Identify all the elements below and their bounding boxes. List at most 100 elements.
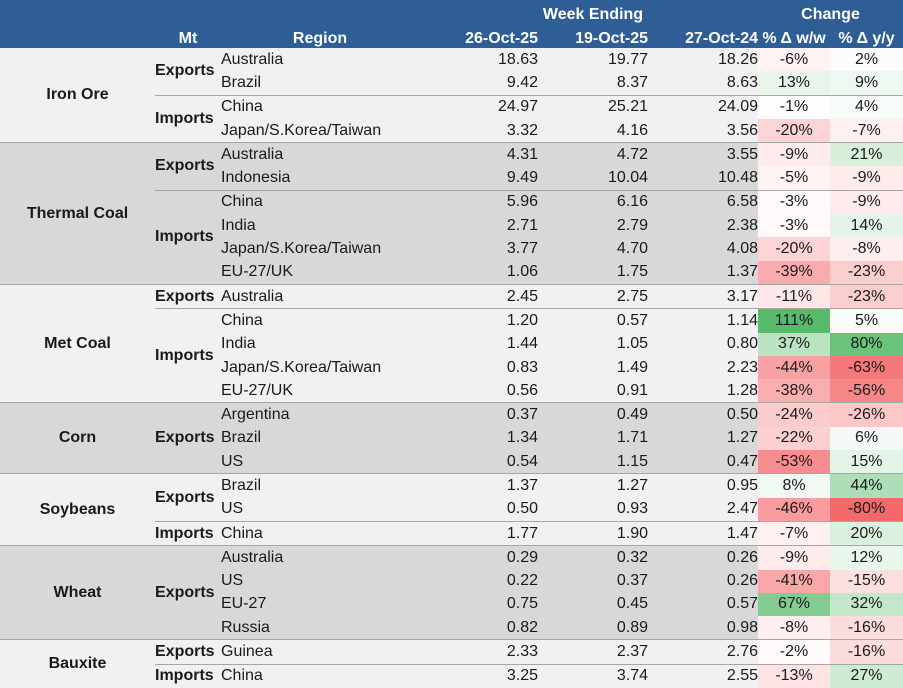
value-cell: 1.44 (419, 332, 538, 356)
yoy-change-cell: -23% (830, 260, 903, 285)
yoy-change-cell: 15% (830, 450, 903, 474)
value-cell: 2.47 (648, 497, 758, 522)
wow-change-cell: -3% (758, 189, 830, 215)
yoy-change-cell: 20% (830, 520, 903, 546)
value-cell: 0.47 (648, 450, 758, 474)
header-row-top: Week Ending Change (0, 0, 903, 24)
value-cell: 0.49 (538, 402, 648, 427)
value-cell: 2.23 (648, 355, 758, 380)
value-cell: 1.49 (538, 355, 648, 380)
region-cell: Guinea (221, 639, 419, 665)
value-cell: 0.89 (538, 616, 648, 640)
table-body: Iron Ore Exports Australia 18.63 19.77 18.26-… (0, 48, 903, 688)
region-cell: Brazil (221, 473, 419, 498)
value-cell: 1.37 (419, 473, 538, 498)
unit-header: Mt (155, 24, 221, 48)
region-cell: China (221, 520, 419, 546)
table-row: Japan/S.Korea/Taiwan 3.77 4.70 4.08 -20% -8% (0, 237, 903, 261)
value-cell: 25.21 (538, 94, 648, 119)
value-cell: 1.77 (419, 520, 538, 546)
wow-change-cell: 67% (758, 592, 830, 617)
table-row: US 0.54 1.15 0.47 -53% 15% (0, 450, 903, 474)
table-row: EU-27/UK 1.06 1.75 1.37 -39% -23% (0, 260, 903, 285)
wow-change-cell: 8% (758, 473, 830, 498)
yoy-change-cell: -8% (830, 237, 903, 261)
region-cell: US (221, 569, 419, 593)
table-row: Corn Exports Argentina 0.37 0.49 0.50 -24% -26% (0, 402, 903, 474)
value-cell: 1.27 (648, 426, 758, 451)
commodity-label: Soybeans (0, 473, 155, 546)
yoy-change-cell: -16% (830, 639, 903, 665)
yoy-change-cell: -26% (830, 402, 903, 427)
value-cell: 1.37 (648, 260, 758, 285)
value-cell: 0.32 (538, 545, 648, 570)
date-header-2: 19-Oct-25 (538, 24, 648, 48)
region-cell: US (221, 450, 419, 474)
value-cell: 8.37 (538, 71, 648, 96)
yoy-change-cell: 21% (830, 142, 903, 167)
value-cell: 9.42 (419, 71, 538, 96)
yoy-change-cell: 4% (830, 94, 903, 119)
value-cell: 2.55 (648, 663, 758, 688)
value-cell: 4.16 (538, 118, 648, 143)
table-row: Imports China 1.20 0.57 1.14 111% 5% (0, 308, 903, 403)
value-cell: 0.22 (419, 569, 538, 593)
value-cell: 0.29 (419, 545, 538, 570)
wow-change-cell: -20% (758, 118, 830, 143)
region-cell: Australia (221, 545, 419, 570)
yoy-change-cell: -63% (830, 355, 903, 380)
value-cell: 0.80 (648, 332, 758, 356)
value-cell: 0.50 (648, 402, 758, 427)
value-cell: 24.09 (648, 94, 758, 119)
value-cell: 18.26 (648, 48, 758, 72)
direction-label: Exports (155, 545, 221, 640)
direction-label: Exports (155, 283, 221, 309)
region-cell: India (221, 332, 419, 356)
wow-change-cell: -8% (758, 616, 830, 640)
region-cell: Argentina (221, 402, 419, 427)
commodity-label: Wheat (0, 545, 155, 640)
region-cell: China (221, 663, 419, 688)
value-cell: 2.45 (419, 283, 538, 309)
region-cell: EU-27 (221, 592, 419, 617)
table-row: Japan/S.Korea/Taiwan 0.83 1.49 2.23 -44% -63% (0, 355, 903, 380)
direction-label: Imports (155, 308, 221, 403)
commodity-label: Thermal Coal (0, 142, 155, 285)
table-row: EU-27 0.75 0.45 0.57 67% 32% (0, 592, 903, 617)
value-cell: 0.83 (419, 355, 538, 380)
region-cell: US (221, 497, 419, 522)
value-cell: 1.75 (538, 260, 648, 285)
value-cell: 6.58 (648, 189, 758, 215)
value-cell: 1.47 (648, 520, 758, 546)
value-cell: 2.37 (538, 639, 648, 665)
value-cell: 5.96 (419, 189, 538, 215)
value-cell: 0.45 (538, 592, 648, 617)
table-row: Thermal Coal Exports Australia 4.31 4.72 3.55… (0, 142, 903, 285)
value-cell: 4.70 (538, 237, 648, 261)
table-row: Imports China 24.97 25.21 24.09 -1% 4% (0, 94, 903, 143)
value-cell: 2.38 (648, 214, 758, 238)
region-cell: Russia (221, 616, 419, 640)
table-row: India 1.44 1.05 0.80 37% 80% (0, 332, 903, 356)
yoy-change-cell: 9% (830, 71, 903, 96)
wow-change-cell: -5% (758, 166, 830, 191)
table-row: Brazil 9.42 8.37 8.63 13% 9% (0, 71, 903, 96)
yoy-change-cell: 80% (830, 332, 903, 356)
value-cell: 4.31 (419, 142, 538, 167)
yoy-change-cell: 14% (830, 214, 903, 238)
region-cell: Australia (221, 283, 419, 309)
value-cell: 0.56 (419, 379, 538, 403)
value-cell: 2.33 (419, 639, 538, 665)
yoy-change-cell: -15% (830, 569, 903, 593)
wow-change-cell: -13% (758, 663, 830, 688)
yoy-change-cell: -9% (830, 189, 903, 215)
table-row: Soybeans Exports Brazil 1.37 1.27 0.95 8% 44% (0, 473, 903, 546)
region-header: Region (221, 24, 419, 48)
value-cell: 9.49 (419, 166, 538, 191)
yoy-change-cell: -7% (830, 118, 903, 143)
table-row: Imports China 5.96 6.16 6.58 -3% -9% (0, 189, 903, 285)
table-row: Bauxite Exports Guinea 2.33 2.37 2.76 -2% -16% (0, 639, 903, 688)
wow-change-cell: -3% (758, 214, 830, 238)
value-cell: 1.14 (648, 308, 758, 333)
